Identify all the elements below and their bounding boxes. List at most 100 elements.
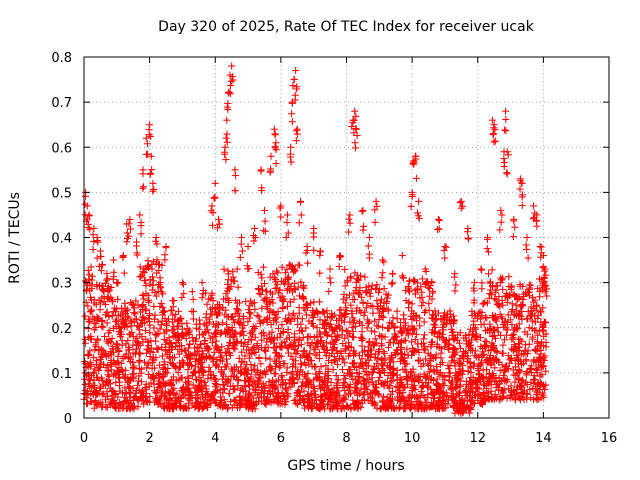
data-point [136,211,144,219]
y-tick-label: 0.1 [51,367,72,382]
data-point [156,325,164,333]
data-point [379,323,387,331]
data-point [185,387,193,395]
data-point [159,403,167,411]
data-point [337,253,345,261]
data-point [534,331,542,339]
data-point [135,323,143,331]
data-point [103,378,111,386]
data-point [152,337,160,345]
data-point [478,352,486,360]
y-tick-labels: 0 0.1 0.2 0.3 0.4 0.5 0.6 0.7 0.8 [51,51,72,427]
data-point [490,138,498,146]
data-point [502,127,510,135]
data-point [245,354,253,362]
data-point [219,319,227,327]
data-point [95,389,103,397]
data-point [150,324,158,332]
data-point [138,365,146,373]
data-point [265,387,273,395]
data-point [114,279,122,287]
data-point [186,396,194,404]
data-point [102,403,110,411]
data-point [265,363,273,371]
data-point [303,311,311,319]
data-point [414,356,422,364]
data-point [159,303,167,311]
data-point [184,377,192,385]
data-point [238,234,245,241]
data-point [124,337,132,345]
data-point [477,343,485,351]
data-point [203,400,211,408]
data-point [408,300,416,308]
data-point [142,349,150,357]
data-point [173,390,181,398]
data-point [99,323,107,331]
data-point [102,351,110,359]
data-point [503,170,511,178]
data-point [123,404,131,412]
data-point [457,197,465,205]
data-point [287,383,295,391]
data-point [523,245,531,253]
data-point [163,396,171,404]
x-tick-label: 14 [535,431,552,446]
data-point [110,268,118,276]
data-point [120,316,128,324]
data-point [218,357,226,365]
data-point [81,312,89,320]
data-point [240,331,248,339]
data-point [220,396,228,404]
data-point [415,197,423,205]
data-point [262,347,270,355]
data-point [152,234,160,241]
data-point [129,332,137,340]
data-point [166,379,174,387]
data-point [483,235,491,243]
data-point [225,341,233,349]
data-point [244,396,252,404]
data-point [335,253,343,261]
data-point [486,320,494,328]
data-point [274,289,282,297]
data-point [489,116,497,124]
data-point [254,268,262,276]
data-point [84,266,92,274]
data-point [91,346,99,354]
data-point [178,279,186,287]
data-point [272,139,280,147]
data-point [242,387,250,395]
data-point [92,320,100,328]
data-point [499,341,507,349]
data-point [226,338,234,346]
data-point [257,360,265,368]
data-point [110,304,118,312]
data-point [283,211,291,219]
data-point [99,390,107,398]
data-point [245,346,253,354]
data-point [339,366,347,374]
data-point [490,130,498,138]
data-point [212,308,220,316]
data-point [113,340,121,348]
data-point [223,116,231,124]
data-point [102,396,110,404]
data-point [86,279,94,287]
data-point [239,315,247,323]
data-point [81,375,89,383]
data-point [130,365,138,373]
data-point [125,377,133,385]
data-point [268,388,276,396]
data-point [215,215,223,223]
y-tick-label: 0.3 [51,277,72,292]
data-point [152,331,160,339]
data-point [503,148,511,156]
data-point [165,334,173,342]
data-point [210,396,218,404]
data-point [422,307,430,315]
data-point [326,274,334,282]
data-point [148,166,156,174]
y-tick-label: 0.8 [51,51,72,66]
data-point [310,298,318,306]
